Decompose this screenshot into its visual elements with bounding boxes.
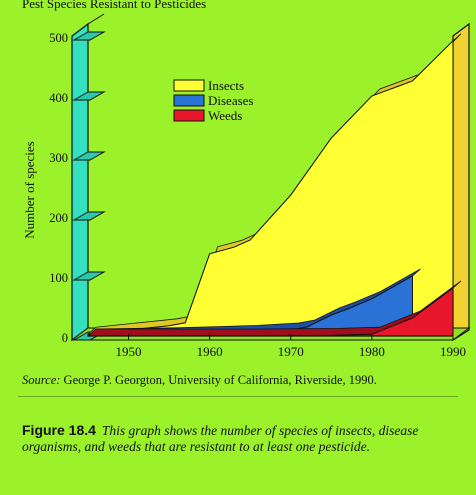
x-tick-label: 1980: [359, 344, 385, 359]
y-tick-mark: [72, 151, 106, 161]
y-tick-mark: [72, 271, 106, 281]
y-axis-bar-back: [87, 13, 105, 25]
legend-label-diseases: Diseases: [208, 93, 254, 108]
legend-label-insects: Insects: [208, 78, 244, 93]
figure-caption: Figure 18.4 This graph shows the number o…: [22, 422, 462, 455]
y-tick-mark: [72, 91, 106, 101]
caption-text: This graph shows the number of species o…: [22, 423, 419, 454]
y-tick-label: 200: [49, 211, 68, 225]
source-label: Source:: [22, 373, 61, 387]
x-tick-label: 1970: [278, 344, 304, 359]
figure-number: Figure 18.4: [22, 422, 96, 438]
x-axis-ticks: 1950 1960 1970 1980 1990: [88, 334, 466, 359]
y-tick-label: 400: [49, 91, 68, 105]
y-axis-bar: [71, 22, 89, 342]
y-tick-label: 0: [62, 331, 68, 345]
y-tick-mark: [72, 31, 106, 41]
legend-swatch-diseases: [173, 94, 205, 107]
chart: 0 100 200 300 400 500 1950 1960 1970 1980 1990 In…: [22, 13, 471, 359]
source-line: Source: George P. Georgton, University o…: [22, 373, 377, 388]
right-wall: [452, 22, 470, 342]
x-tick-label: 1950: [116, 344, 142, 359]
y-tick-label: 500: [49, 31, 68, 45]
y-tick-mark: [72, 211, 106, 221]
axis-walls: [70, 13, 471, 342]
x-tick-label: 1990: [440, 344, 466, 359]
chart-title: Pest Species Resistant to Pesticides: [22, 0, 207, 11]
series-areas: [86, 33, 462, 337]
y-axis-ticks: 0 100 200 300 400 500: [49, 31, 106, 345]
x-tick-label: 1960: [197, 344, 223, 359]
y-tick-label: 100: [49, 271, 68, 285]
source-text: George P. Georgton, University of Califo…: [60, 373, 377, 387]
legend-swatch-insects: [173, 79, 205, 92]
legend-swatch-weeds: [173, 109, 205, 122]
divider: [18, 396, 458, 397]
y-axis-label: Number of species: [22, 141, 37, 238]
legend-label-weeds: Weeds: [208, 108, 242, 123]
y-tick-label: 300: [49, 151, 68, 165]
